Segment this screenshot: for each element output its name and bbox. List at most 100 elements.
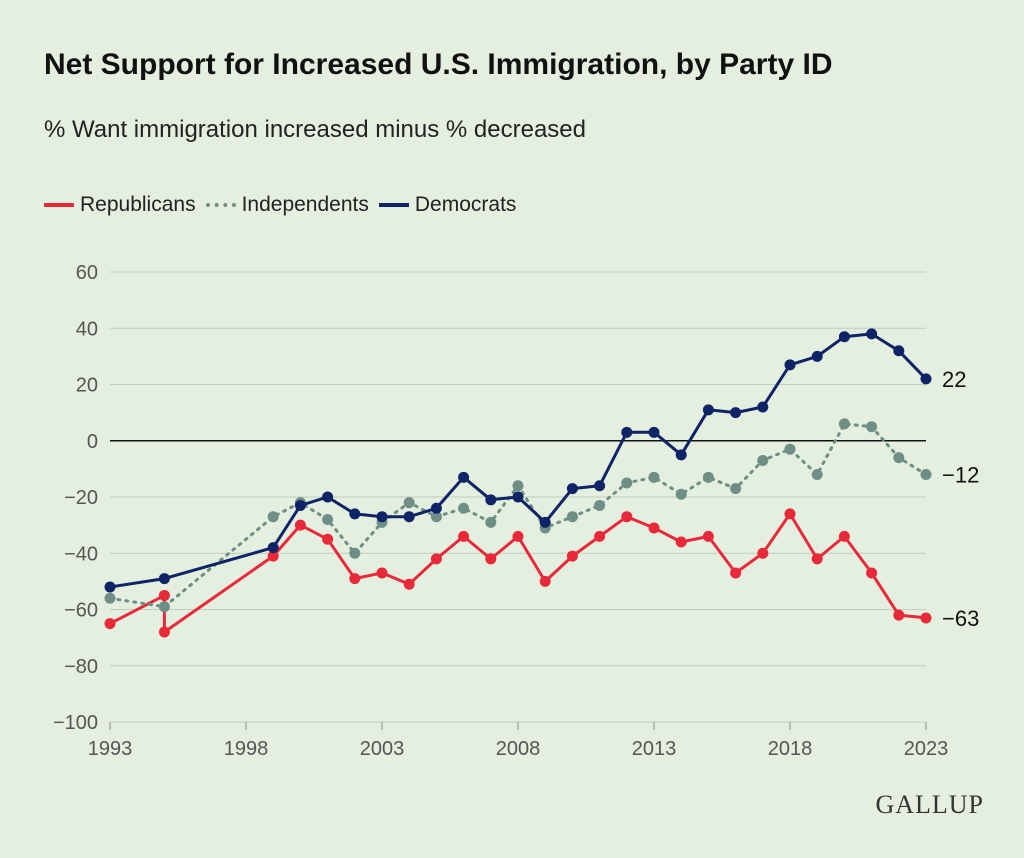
data-point-democrats — [158, 573, 170, 585]
y-tick-label: −100 — [53, 712, 98, 734]
data-point-democrats — [594, 480, 606, 492]
legend-swatch-democrats — [378, 203, 409, 207]
legend-item-democrats: Democrats — [378, 193, 517, 217]
data-point-independents — [893, 452, 905, 464]
data-point-republicans — [811, 553, 823, 565]
data-point-independents — [430, 511, 442, 523]
y-tick-label: −60 — [64, 600, 98, 622]
data-point-democrats — [866, 328, 878, 340]
data-point-republicans — [594, 530, 606, 542]
x-tick-label: 2003 — [360, 738, 405, 760]
data-point-independents — [458, 502, 470, 514]
y-tick-label: −40 — [64, 543, 98, 565]
legend-item-republicans: Republicans — [44, 193, 196, 217]
data-point-independents — [267, 511, 279, 523]
data-point-democrats — [485, 494, 497, 506]
data-point-independents — [322, 514, 334, 525]
series-line-independents — [108, 422, 928, 609]
data-point-republicans — [539, 575, 551, 587]
end-label-layer: −63 −12 22 — [942, 367, 979, 631]
data-point-republicans — [838, 530, 850, 542]
legend-item-independents: Independents — [205, 193, 369, 217]
data-point-independents — [730, 483, 742, 495]
data-point-independents — [512, 480, 524, 492]
y-tick-label: 20 — [76, 375, 98, 397]
data-point-republicans — [621, 511, 633, 523]
data-point-independents — [784, 443, 796, 455]
y-tick-label: 0 — [87, 431, 98, 453]
data-point-republicans — [294, 519, 306, 531]
data-point-independents — [702, 471, 714, 483]
end-label-democrats: 22 — [942, 367, 966, 392]
data-point-independents — [838, 418, 850, 430]
data-point-democrats — [675, 449, 687, 461]
data-point-democrats — [811, 350, 823, 362]
data-point-republicans — [566, 550, 578, 562]
x-tick-label: 2018 — [768, 738, 813, 760]
data-point-republicans — [104, 618, 116, 630]
y-tick-label: −80 — [64, 656, 98, 678]
data-point-democrats — [621, 426, 633, 438]
x-tick-label: 2023 — [904, 738, 949, 760]
series-layer — [104, 328, 932, 638]
data-point-democrats — [430, 502, 442, 514]
data-point-democrats — [893, 345, 905, 357]
legend-label-democrats: Democrats — [414, 193, 517, 216]
data-point-republicans — [403, 578, 415, 590]
data-point-independents — [349, 547, 361, 559]
gallup-logo: GALLUP — [875, 790, 984, 819]
chart-title: Net Support for Increased U.S. Immigrati… — [44, 48, 833, 81]
data-point-republicans — [158, 589, 170, 601]
data-point-independents — [866, 421, 878, 433]
data-point-democrats — [702, 404, 714, 416]
data-point-democrats — [267, 542, 279, 554]
data-point-republicans — [267, 550, 279, 562]
y-tick-label: 40 — [76, 318, 98, 340]
data-point-republicans — [675, 536, 687, 548]
data-point-republicans — [458, 530, 470, 542]
data-point-republicans — [866, 567, 878, 579]
data-point-republicans — [322, 533, 334, 545]
data-point-republicans — [648, 522, 660, 534]
data-point-democrats — [566, 483, 578, 495]
data-point-republicans — [730, 567, 742, 579]
data-point-democrats — [376, 511, 388, 523]
series-line-republicans — [108, 512, 928, 634]
legend-label-republicans: Republicans — [80, 193, 196, 216]
data-point-democrats — [512, 491, 524, 503]
data-point-independents — [566, 511, 578, 523]
end-label-republicans: −63 — [942, 606, 979, 631]
data-point-independents — [757, 454, 769, 466]
data-point-democrats — [322, 491, 334, 503]
data-point-republicans — [784, 508, 796, 520]
data-point-democrats — [539, 516, 551, 528]
data-point-democrats — [403, 511, 415, 523]
chart-subtitle: % Want immigration increased minus % dec… — [44, 116, 587, 143]
data-point-democrats — [648, 426, 660, 438]
data-point-democrats — [730, 407, 742, 419]
x-tick-label: 2008 — [496, 738, 541, 760]
x-tick-label: 1993 — [88, 738, 133, 760]
data-point-republicans — [430, 553, 442, 565]
data-point-independents — [811, 469, 823, 480]
data-point-democrats — [294, 499, 306, 511]
data-point-republicans — [920, 612, 932, 624]
x-tick-label: 2013 — [632, 738, 677, 760]
data-point-democrats — [349, 508, 361, 520]
data-point-independents — [920, 469, 932, 480]
data-point-democrats — [757, 401, 769, 413]
data-point-republicans — [349, 573, 361, 585]
data-point-republicans — [512, 530, 524, 542]
data-point-democrats — [838, 331, 850, 343]
data-point-republicans — [702, 530, 714, 542]
axis-layer: 60 40 20 0 −20 −40 −60 −80 −100 1993 1998 2003 2008 2… — [53, 262, 948, 760]
data-point-republicans — [376, 567, 388, 579]
data-point-independents — [621, 477, 633, 489]
data-point-independents — [485, 516, 497, 528]
data-point-democrats — [458, 471, 470, 483]
data-point-republicans — [158, 626, 170, 638]
data-point-independents — [104, 592, 116, 604]
chart-legend: Republicans Independents Democrats — [44, 193, 526, 217]
